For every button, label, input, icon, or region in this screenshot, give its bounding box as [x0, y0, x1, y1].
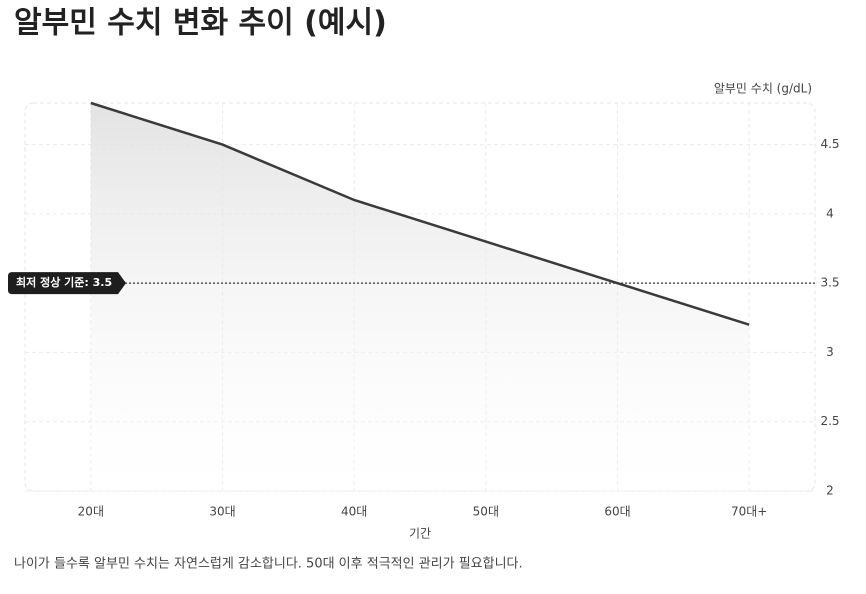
x-tick-label: 40대: [341, 505, 367, 519]
x-tick-label: 50대: [473, 505, 499, 519]
x-tick-label: 60대: [604, 505, 630, 519]
caption: 나이가 들수록 알부민 수치는 자연스럽게 감소합니다. 50대 이후 적극적인…: [14, 557, 523, 572]
reference-badge: [8, 272, 126, 295]
y-tick-label: 2: [826, 484, 834, 498]
x-tick-label: 20대: [78, 505, 104, 519]
y-tick-label: 3.5: [820, 276, 839, 290]
chart-title: 알부민 수치 변화 추이 (예시): [14, 6, 387, 41]
x-axis-label: 기간: [409, 527, 431, 541]
area: [90, 103, 750, 491]
y-axis-label: 알부민 수치 (g/dL): [714, 82, 812, 96]
x-tick-label: 70대+: [731, 505, 767, 519]
x-tick-label: 30대: [209, 505, 235, 519]
line: [90, 101, 750, 326]
reference-label: 최저 정상 기준: 3.5: [16, 275, 112, 289]
y-tick-label: 2.5: [820, 414, 839, 428]
y-tick-label: 3: [826, 345, 834, 359]
y-tick-label: 4.5: [820, 137, 839, 151]
y-tick-label: 4: [826, 206, 834, 220]
